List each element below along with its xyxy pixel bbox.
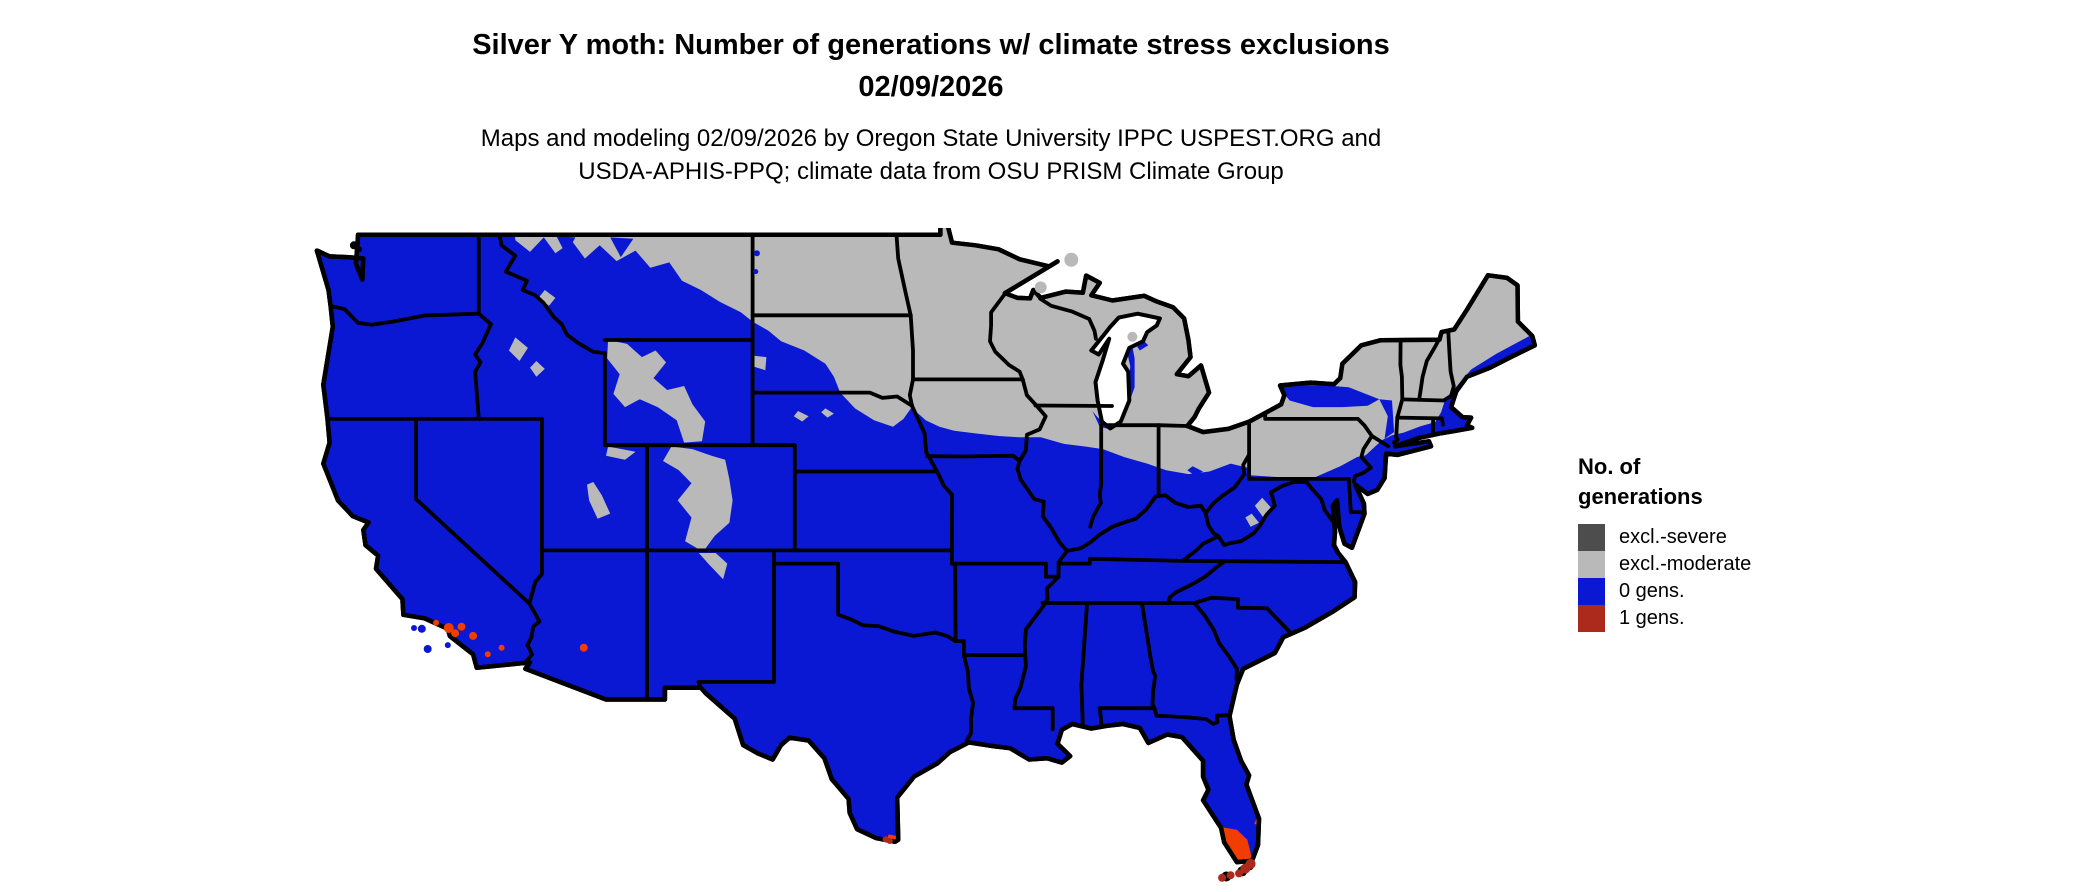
- map-svg: [314, 222, 1538, 882]
- one-gen-spot: [443, 623, 454, 633]
- zero-gens-patch: [1315, 455, 1367, 478]
- one-gen-spot: [498, 644, 505, 651]
- zero-gens-patch: [556, 236, 576, 255]
- legend-title: No. of generations: [1578, 452, 1878, 512]
- zero-gens-island: [411, 625, 417, 631]
- legend: No. of generations excl.-severe excl.-mod…: [1578, 452, 1878, 632]
- excl-moderate-patch: [508, 337, 528, 361]
- legend-item: 1 gens.: [1578, 605, 1878, 632]
- one-gen-island: [882, 836, 889, 843]
- excl-moderate-patch: [1245, 513, 1259, 527]
- excl-moderate-patch: [793, 411, 809, 422]
- excl-moderate-patch: [538, 290, 556, 306]
- excl-moderate-patch: [663, 446, 733, 552]
- one-gen-patch: [1221, 827, 1253, 863]
- one-gen-island: [1218, 873, 1227, 882]
- one-gen-island: [1235, 869, 1243, 878]
- legend-label: excl.-severe: [1619, 526, 1727, 548]
- zero-gens-patch: [1379, 399, 1395, 439]
- zero-gens-island: [444, 642, 451, 649]
- one-gen-spot: [451, 629, 460, 638]
- excl-moderate-patch: [530, 361, 545, 377]
- map-title-line1: Silver Y moth: Number of generations w/ …: [472, 29, 1390, 61]
- title-block: Silver Y moth: Number of generations w/ …: [0, 24, 1862, 108]
- legend-swatch: [1578, 605, 1605, 632]
- legend-title-line2: generations: [1578, 484, 1703, 509]
- legend-swatch: [1578, 578, 1605, 605]
- state-borders: [325, 232, 1456, 743]
- coastline: [314, 222, 1538, 865]
- island-outline: [349, 241, 358, 250]
- one-gen-spot: [579, 643, 588, 652]
- island-excl-moderate: [1127, 331, 1138, 342]
- zero-gens-patch: [1187, 466, 1204, 476]
- one-gen-spot: [484, 651, 491, 658]
- us-generations-map: [295, 222, 1545, 890]
- legend-label: 1 gens.: [1619, 607, 1685, 629]
- map-attribution-line2: USDA-APHIS-PPQ; climate data from OSU PR…: [578, 158, 1284, 185]
- map-title-date: 02/09/2026: [858, 71, 1004, 103]
- legend-swatch: [1578, 551, 1605, 578]
- zero-gens-island: [423, 645, 432, 653]
- one-gen-spot: [433, 619, 440, 626]
- map-attribution-line1: Maps and modeling 02/09/2026 by Oregon S…: [480, 125, 1382, 152]
- zero-gens-patch: [1283, 384, 1380, 408]
- one-gen-spot: [469, 631, 478, 640]
- legend-label: excl.-moderate: [1619, 553, 1752, 575]
- island-excl-moderate: [1034, 281, 1047, 294]
- island-excl-moderate: [1064, 252, 1079, 267]
- legend-item: 0 gens.: [1578, 578, 1878, 605]
- excl-moderate-patch: [698, 553, 728, 580]
- subtitle-block: Maps and modeling 02/09/2026 by Oregon S…: [0, 122, 1862, 188]
- zero-gens-island: [753, 269, 759, 275]
- excl-moderate-patch: [606, 446, 636, 460]
- one-gen-island: [1226, 871, 1235, 880]
- zero-gens-island: [753, 250, 760, 257]
- zero-gens-patch: [610, 237, 634, 258]
- legend-swatch: [1578, 524, 1605, 551]
- legend-label: 0 gens.: [1619, 580, 1685, 602]
- legend-item: excl.-severe: [1578, 524, 1878, 551]
- legend-items: excl.-severe excl.-moderate 0 gens. 1 gens.: [1578, 524, 1878, 632]
- legend-item: excl.-moderate: [1578, 551, 1878, 578]
- excl-moderate-patch: [821, 408, 834, 418]
- excl-moderate-patch: [607, 340, 706, 443]
- excl-moderate-patch: [752, 355, 767, 371]
- lake-michigan: [1089, 311, 1162, 431]
- zero-gens-island: [417, 624, 426, 633]
- legend-title-line1: No. of: [1578, 454, 1641, 479]
- excl-moderate-patch: [587, 482, 611, 519]
- one-gen-spot: [457, 622, 466, 631]
- island-outline: [356, 246, 363, 253]
- one-gen-island: [1245, 858, 1256, 869]
